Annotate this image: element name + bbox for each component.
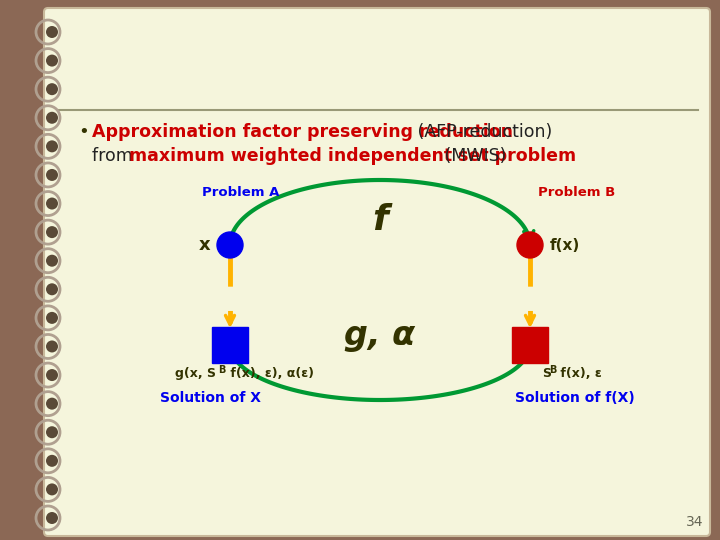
Circle shape (46, 341, 58, 353)
Circle shape (46, 140, 58, 152)
Text: g(x, S: g(x, S (175, 367, 216, 380)
Text: Approximation factor preserving reduction: Approximation factor preserving reductio… (92, 123, 513, 141)
Text: Problem A: Problem A (202, 186, 279, 199)
Bar (512, 327, 548, 363)
Circle shape (46, 83, 58, 95)
Circle shape (46, 284, 58, 295)
Circle shape (46, 455, 58, 467)
Circle shape (46, 512, 58, 524)
Circle shape (46, 198, 58, 210)
Text: Solution of f(X): Solution of f(X) (515, 391, 635, 405)
Text: Solution of X: Solution of X (160, 391, 261, 405)
Circle shape (46, 55, 58, 66)
Text: (MWIS): (MWIS) (439, 147, 506, 165)
Text: x: x (199, 236, 210, 254)
Text: S: S (542, 367, 551, 380)
Text: B: B (218, 365, 225, 375)
Circle shape (46, 312, 58, 324)
Circle shape (46, 112, 58, 124)
Bar (212, 327, 248, 363)
Circle shape (46, 255, 58, 267)
Text: maximum weighted independent set problem: maximum weighted independent set problem (129, 147, 576, 165)
Circle shape (46, 426, 58, 438)
Text: f(x), ε: f(x), ε (556, 367, 602, 380)
Text: •: • (78, 123, 89, 141)
Text: f(x), ε), α(ε): f(x), ε), α(ε) (226, 367, 314, 380)
Text: from: from (92, 147, 138, 165)
Circle shape (46, 26, 58, 38)
Text: 34: 34 (686, 515, 703, 529)
Text: g, α: g, α (344, 319, 415, 352)
FancyBboxPatch shape (44, 8, 710, 536)
Text: f: f (372, 203, 388, 237)
Circle shape (46, 397, 58, 410)
Circle shape (46, 169, 58, 181)
Circle shape (517, 232, 543, 258)
Text: B: B (549, 365, 557, 375)
Circle shape (46, 483, 58, 495)
Circle shape (217, 232, 243, 258)
Circle shape (46, 369, 58, 381)
Text: (AFP-reduction): (AFP-reduction) (412, 123, 552, 141)
Circle shape (46, 226, 58, 238)
Text: Problem B: Problem B (538, 186, 616, 199)
Text: f(x): f(x) (550, 238, 580, 253)
